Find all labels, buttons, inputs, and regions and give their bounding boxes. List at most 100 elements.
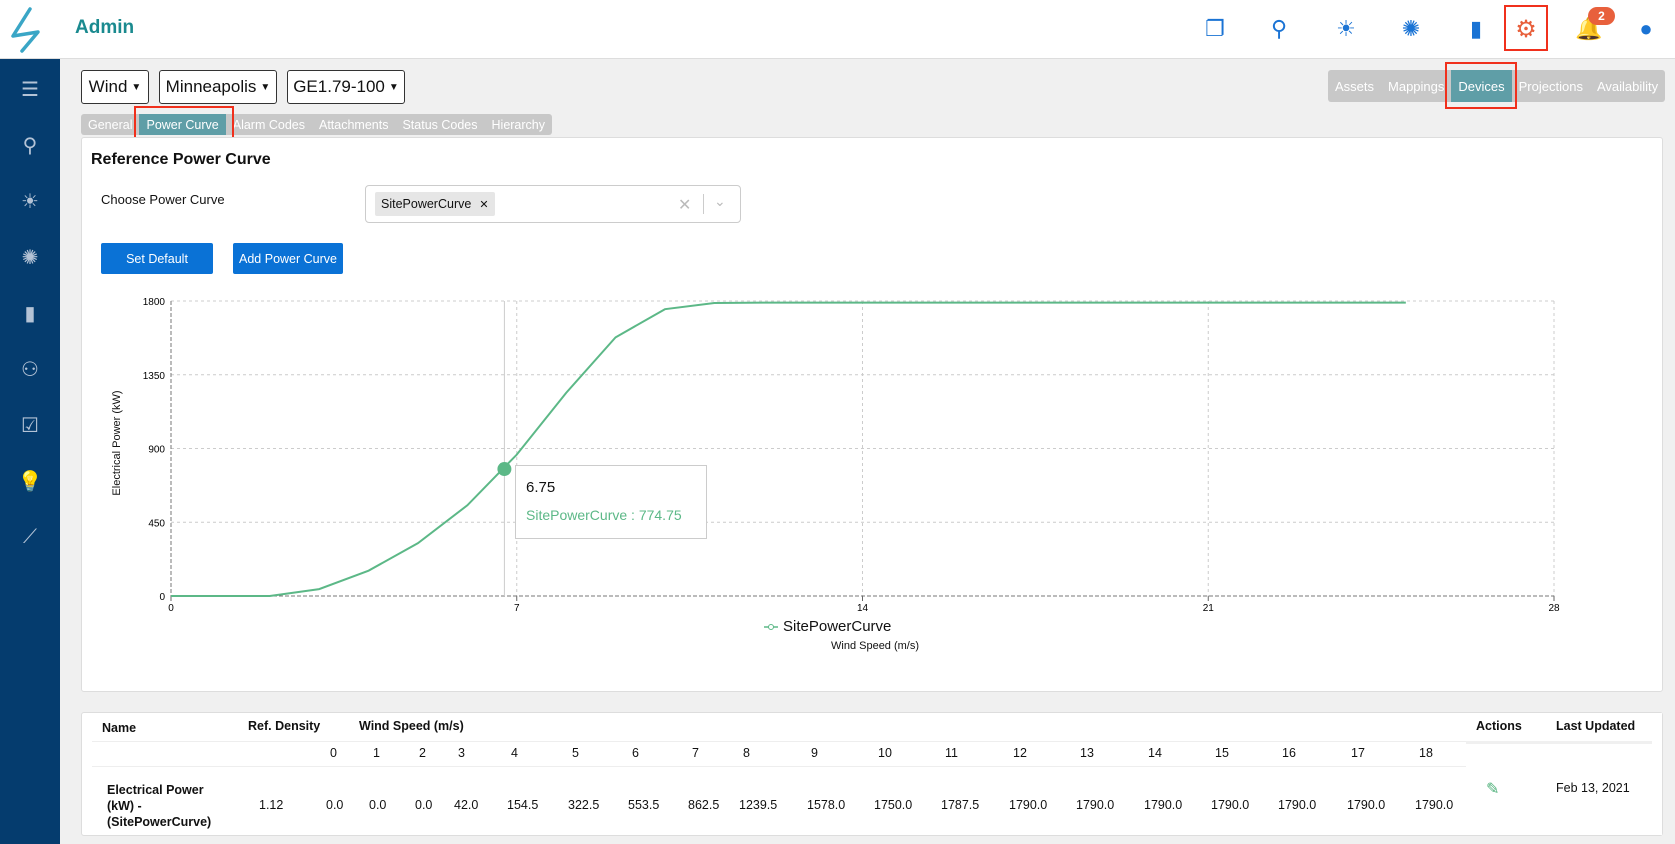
col-wind-speed: Wind Speed (m/s) — [359, 719, 464, 733]
power-value: 0.0 — [415, 798, 433, 812]
x-tick-label: 0 — [168, 603, 174, 614]
tab-availability[interactable]: Availability — [1596, 78, 1659, 94]
solar-icon[interactable]: ☀ — [1336, 16, 1356, 41]
menu-icon[interactable]: ☰ — [21, 78, 39, 101]
row-name: Electrical Power (kW) - (SitePowerCurve) — [107, 782, 211, 830]
main-tabs: Assets Mappings Devices Projections Availabi… — [1328, 70, 1666, 102]
power-value: 154.5 — [507, 798, 539, 812]
tab-attachments[interactable]: Attachments — [318, 117, 389, 132]
lightbulb-icon[interactable]: 💡 — [17, 470, 43, 493]
speed-header: 11 — [945, 746, 958, 760]
select-separator — [703, 194, 704, 214]
power-value: 322.5 — [568, 798, 600, 812]
sub-tabs: General Power Curve Alarm Codes Attachments… — [81, 114, 553, 135]
set-default-button[interactable]: Set Default — [101, 243, 213, 274]
notification-badge: 2 — [1588, 7, 1615, 25]
chip-remove-icon[interactable]: ✕ — [479, 198, 489, 211]
power-curve-select[interactable]: SitePowerCurve ✕ ✕ ⌄ — [365, 185, 741, 223]
app-logo[interactable] — [8, 6, 44, 54]
y-tick-label: 900 — [148, 445, 165, 456]
tab-mappings[interactable]: Mappings — [1388, 78, 1445, 94]
chevron-down-icon[interactable]: ⌄ — [714, 193, 726, 209]
col-name: Name — [102, 721, 137, 735]
type-dropdown[interactable]: Wind ▼ — [81, 70, 149, 104]
analytics-icon[interactable]: ⟋ — [23, 525, 37, 548]
chart-tooltip: 6.75 SitePowerCurve : 774.75 — [515, 465, 707, 539]
speed-header: 0 — [330, 746, 337, 760]
wind-turbine-icon[interactable]: ⚲ — [22, 134, 38, 157]
y-axis-label: Electrical Power (kW) — [111, 390, 123, 496]
user-settings-icon[interactable]: ⚇ — [21, 358, 39, 381]
tab-power-curve[interactable]: Power Curve — [139, 114, 226, 135]
power-value: 1790.0 — [1076, 798, 1115, 812]
highlight-box-settings — [1504, 5, 1548, 51]
user-icon[interactable]: ● — [1639, 16, 1653, 41]
x-tick-label: 28 — [1548, 603, 1560, 614]
power-value: 0.0 — [369, 798, 387, 812]
speed-header: 6 — [632, 746, 639, 760]
tooltip-x: 6.75 — [526, 479, 556, 496]
sidebar: ☰ ⚲ ☀ ✺ ▮ ⚇ ☑ 💡 ⟋ — [0, 59, 60, 844]
battery-storage-icon[interactable]: ▮ — [1469, 16, 1483, 41]
hover-point — [497, 462, 512, 477]
caret-down-icon: ▼ — [260, 81, 271, 93]
divider — [1466, 741, 1652, 744]
wind-turbine-icon[interactable]: ⚲ — [1270, 16, 1288, 41]
chart-legend[interactable]: SitePowerCurve — [764, 618, 891, 635]
col-last-updated: Last Updated — [1556, 719, 1636, 733]
power-value: 1578.0 — [807, 798, 846, 812]
power-curve-panel — [81, 137, 1663, 692]
x-axis-label: Wind Speed (m/s) — [831, 640, 920, 652]
power-value: 553.5 — [628, 798, 660, 812]
power-value: 1790.0 — [1144, 798, 1183, 812]
panel-title: Reference Power Curve — [91, 151, 271, 168]
solar-water-icon[interactable]: ✺ — [1401, 16, 1421, 41]
row-name-line: (kW) - — [107, 799, 142, 813]
series-line — [171, 301, 1406, 597]
row-name-line: (SitePowerCurve) — [107, 815, 212, 829]
divider — [92, 766, 1542, 767]
tab-status-codes[interactable]: Status Codes — [402, 117, 478, 132]
type-value: Wind — [88, 77, 128, 96]
col-actions: Actions — [1476, 719, 1522, 733]
last-updated-value: Feb 13, 2021 — [1556, 781, 1630, 795]
top-header: Admin — [0, 0, 1675, 59]
tab-general[interactable]: General — [88, 117, 133, 132]
power-value: 42.0 — [454, 798, 479, 812]
speed-header: 7 — [692, 746, 699, 760]
clear-icon[interactable]: ✕ — [678, 197, 692, 214]
speed-header: 5 — [572, 746, 579, 760]
documents-icon[interactable]: ❐ — [1205, 16, 1225, 41]
legend-label: SitePowerCurve — [783, 618, 892, 635]
speed-header: 1 — [373, 746, 380, 760]
speed-header: 12 — [1013, 746, 1027, 760]
model-dropdown[interactable]: GE1.79-100 ▼ — [287, 70, 405, 104]
power-value: 1790.0 — [1415, 798, 1454, 812]
y-tick-label: 1350 — [143, 371, 166, 382]
page-title: Admin — [75, 17, 135, 38]
tab-alarm-codes[interactable]: Alarm Codes — [232, 117, 305, 132]
choose-curve-label: Choose Power Curve — [101, 192, 225, 207]
speed-header: 17 — [1351, 746, 1365, 760]
power-curve-chart: 0 450 900 1350 1800 0 7 14 21 28 — [143, 297, 1560, 614]
gear-icon[interactable]: ⚙ — [1515, 15, 1537, 43]
y-tick-label: 1800 — [143, 297, 166, 308]
power-value: 0.0 — [326, 798, 344, 812]
tab-projections[interactable]: Projections — [1518, 78, 1583, 94]
checkbox-icon[interactable]: ☑ — [21, 414, 39, 437]
site-dropdown[interactable]: Minneapolis ▼ — [159, 70, 277, 104]
tab-hierarchy[interactable]: Hierarchy — [491, 117, 546, 132]
caret-down-icon: ▼ — [131, 81, 142, 93]
solar-water-icon[interactable]: ✺ — [21, 246, 39, 269]
add-power-curve-button[interactable]: Add Power Curve — [233, 243, 343, 274]
solar-icon[interactable]: ☀ — [21, 190, 39, 213]
tab-assets[interactable]: Assets — [1335, 78, 1375, 94]
battery-storage-icon[interactable]: ▮ — [24, 302, 36, 325]
speed-header: 10 — [878, 746, 892, 760]
row-density: 1.12 — [259, 798, 284, 812]
tab-devices[interactable]: Devices — [1451, 70, 1512, 102]
x-tick-label: 7 — [514, 603, 520, 614]
highlight-box-devices — [1445, 62, 1517, 109]
edit-pencil-icon[interactable]: ✎ — [1486, 781, 1500, 798]
